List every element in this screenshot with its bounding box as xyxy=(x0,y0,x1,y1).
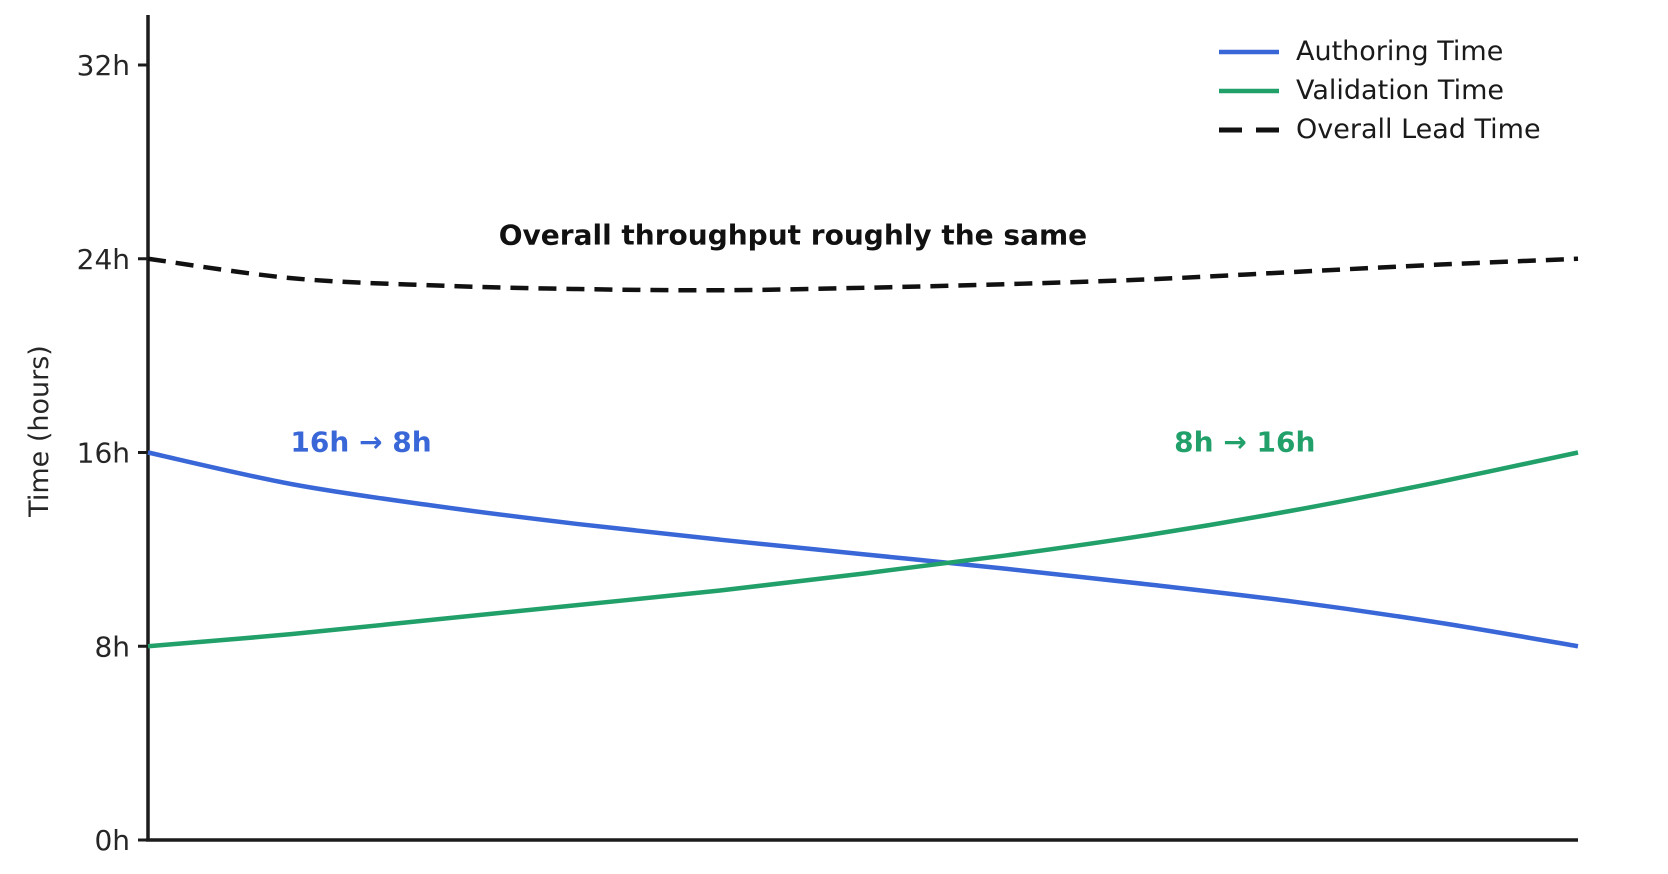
overall-lead-time-line xyxy=(147,256,1579,293)
annotation-validation-change: 8h → 16h xyxy=(1174,426,1315,459)
legend-item-overall-lead-time: Overall Lead Time xyxy=(1218,114,1541,145)
annotation-overall-throughput: Overall throughput roughly the same xyxy=(499,219,1087,252)
validation-time-line xyxy=(147,450,1579,649)
legend-label: Authoring Time xyxy=(1296,36,1504,67)
y-tick-label: 8h xyxy=(94,630,130,663)
legend-label: Overall Lead Time xyxy=(1296,114,1541,145)
y-axis-ticks: 0h 8h 16h 24h 32h xyxy=(77,49,148,857)
authoring-line-swatch-icon xyxy=(1219,49,1279,54)
legend-item-authoring-time: Authoring Time xyxy=(1218,36,1541,67)
y-tick-label: 0h xyxy=(94,824,130,857)
validation-line-swatch-icon xyxy=(1219,88,1279,93)
y-tick-label: 24h xyxy=(77,243,130,276)
y-axis-title: Time (hours) xyxy=(24,345,55,518)
annotation-authoring-change: 16h → 8h xyxy=(290,426,431,459)
y-tick-label: 32h xyxy=(77,49,130,82)
legend: Authoring Time Validation Time Overall L… xyxy=(1218,36,1541,145)
legend-item-validation-time: Validation Time xyxy=(1218,75,1541,106)
authoring-time-line xyxy=(147,450,1579,649)
dashed-line-swatch-icon xyxy=(1219,127,1279,132)
y-tick-label: 16h xyxy=(77,437,130,470)
legend-label: Validation Time xyxy=(1296,75,1504,106)
